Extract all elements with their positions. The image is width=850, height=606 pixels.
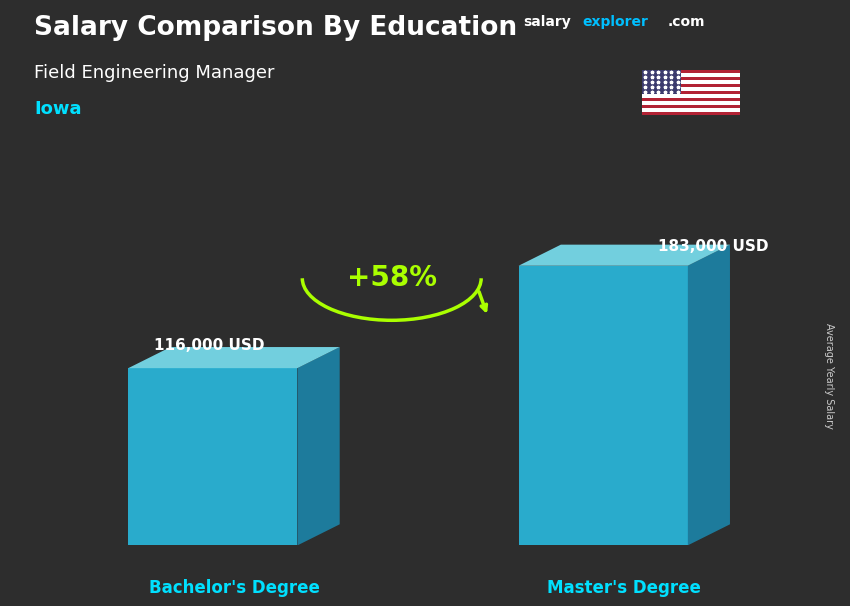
Bar <box>642 108 740 112</box>
Bar <box>642 77 740 80</box>
Text: explorer: explorer <box>582 15 648 29</box>
Bar <box>642 98 740 101</box>
Text: salary: salary <box>523 15 570 29</box>
Text: Average Yearly Salary: Average Yearly Salary <box>824 323 834 428</box>
Text: Field Engineering Manager: Field Engineering Manager <box>34 64 275 82</box>
Polygon shape <box>518 266 688 545</box>
Bar <box>642 70 740 73</box>
Text: 116,000 USD: 116,000 USD <box>155 338 265 353</box>
Text: .com: .com <box>667 15 705 29</box>
Text: 183,000 USD: 183,000 USD <box>659 239 769 253</box>
Bar <box>642 101 740 105</box>
Bar <box>642 87 740 91</box>
Bar <box>642 112 740 115</box>
Text: +58%: +58% <box>347 264 437 292</box>
Polygon shape <box>518 245 730 266</box>
Bar <box>642 105 740 108</box>
Polygon shape <box>298 347 340 545</box>
Bar <box>642 84 740 87</box>
Text: Salary Comparison By Education: Salary Comparison By Education <box>34 15 517 41</box>
Text: Iowa: Iowa <box>34 100 82 118</box>
Bar <box>642 94 740 98</box>
Polygon shape <box>688 245 730 545</box>
Bar <box>642 80 740 84</box>
Bar <box>642 73 740 77</box>
Bar <box>642 91 740 94</box>
Polygon shape <box>128 347 340 368</box>
Text: Master's Degree: Master's Degree <box>547 579 701 597</box>
Bar <box>642 70 681 94</box>
Polygon shape <box>128 368 298 545</box>
Text: Bachelor's Degree: Bachelor's Degree <box>149 579 320 597</box>
